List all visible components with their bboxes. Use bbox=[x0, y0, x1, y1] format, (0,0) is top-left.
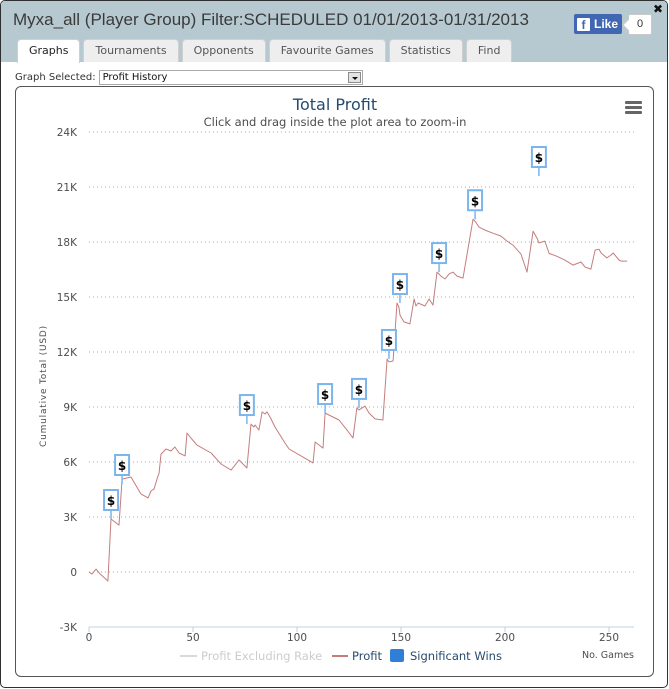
flag-box bbox=[467, 189, 484, 212]
dollar-icon: $ bbox=[535, 151, 543, 165]
x-tick-label: 50 bbox=[186, 632, 199, 644]
title-bar: Myxa_all (Player Group) Filter:SCHEDULED… bbox=[1, 1, 667, 63]
flag-box bbox=[431, 242, 448, 265]
x-tick-label: 100 bbox=[287, 632, 307, 644]
facebook-like-count: 0 bbox=[628, 14, 652, 35]
chart-title: Total Profit bbox=[292, 95, 377, 114]
tab-statistics[interactable]: Statistics bbox=[388, 39, 463, 62]
dollar-icon: $ bbox=[321, 388, 329, 402]
dollar-icon: $ bbox=[435, 247, 443, 261]
tab-tournaments[interactable]: Tournaments bbox=[83, 39, 179, 62]
significant-wins-flags: $ $ $ $ $ $ $ $ $ $ bbox=[103, 146, 547, 520]
x-tick-label: 250 bbox=[599, 632, 619, 644]
dollar-icon: $ bbox=[385, 334, 393, 348]
flag-box bbox=[317, 383, 334, 406]
y-tick-label: 12K bbox=[57, 347, 78, 359]
facebook-like-label: Like bbox=[594, 17, 619, 31]
window-title: Myxa_all (Player Group) Filter:SCHEDULED… bbox=[13, 10, 529, 29]
significant-win-flag[interactable]: $ bbox=[467, 189, 484, 220]
dropdown-arrow-icon[interactable] bbox=[347, 72, 361, 83]
dollar-icon: $ bbox=[471, 194, 479, 208]
x-tick-label: 200 bbox=[495, 632, 515, 644]
graph-select-dropdown[interactable]: Profit History bbox=[98, 70, 363, 85]
y-tick-label: -3K bbox=[60, 622, 78, 634]
tab-bar: Graphs Tournaments Opponents Favourite G… bbox=[17, 39, 513, 63]
significant-win-flag[interactable]: $ bbox=[530, 146, 547, 176]
hamburger-menu-icon[interactable] bbox=[625, 101, 642, 114]
legend-significant-wins-swatch bbox=[390, 649, 404, 662]
significant-win-flag[interactable]: $ bbox=[238, 394, 255, 425]
graph-select-value: Profit History bbox=[102, 72, 168, 83]
y-tick-label: 0 bbox=[70, 567, 77, 579]
tab-opponents[interactable]: Opponents bbox=[181, 39, 266, 62]
tab-find[interactable]: Find bbox=[465, 39, 513, 62]
x-tick-label: 150 bbox=[391, 632, 411, 644]
flag-box bbox=[114, 454, 131, 476]
dollar-icon: $ bbox=[355, 383, 363, 397]
y-axis-ticks: -3K 0 3K 6K 9K 12K 15K 18K 21K 24K bbox=[57, 127, 78, 634]
flag-box bbox=[391, 273, 408, 296]
significant-win-flag[interactable]: $ bbox=[317, 383, 334, 414]
flag-box bbox=[350, 377, 367, 400]
legend: Profit Excluding Rake Profit Significant… bbox=[180, 649, 502, 663]
dollar-icon: $ bbox=[107, 494, 115, 508]
chart-panel bbox=[15, 86, 654, 677]
flag-box bbox=[530, 146, 547, 168]
y-tick-label: 9K bbox=[63, 402, 78, 414]
tab-graphs[interactable]: Graphs bbox=[17, 39, 81, 63]
tab-favourite-games[interactable]: Favourite Games bbox=[268, 39, 386, 62]
significant-win-flag[interactable]: $ bbox=[380, 328, 397, 359]
dollar-icon: $ bbox=[243, 399, 251, 413]
flag-box bbox=[238, 394, 255, 417]
profit-series bbox=[88, 218, 628, 582]
significant-win-flag[interactable]: $ bbox=[431, 242, 448, 273]
significant-win-flag[interactable]: $ bbox=[103, 489, 120, 520]
y-axis-label: Cumulative Total (USD) bbox=[39, 325, 49, 447]
graph-select-label: Graph Selected: bbox=[15, 72, 96, 83]
facebook-like-button[interactable]: f Like bbox=[574, 14, 622, 34]
profit-line bbox=[88, 218, 628, 582]
legend-profit-excl-rake[interactable]: Profit Excluding Rake bbox=[201, 649, 322, 663]
chart-subtitle: Click and drag inside the plot area to z… bbox=[204, 115, 467, 129]
dollar-icon: $ bbox=[396, 278, 404, 292]
close-x-icon[interactable]: ✖ bbox=[652, 2, 663, 16]
y-tick-label: 3K bbox=[63, 512, 78, 524]
legend-profit[interactable]: Profit bbox=[352, 649, 382, 663]
y-tick-label: 21K bbox=[57, 182, 78, 194]
significant-win-flag[interactable]: $ bbox=[114, 454, 131, 484]
graph-select-row: Graph Selected: Profit History bbox=[15, 70, 363, 85]
significant-win-flag[interactable]: $ bbox=[391, 273, 408, 304]
y-tick-label: 15K bbox=[57, 292, 78, 304]
dollar-icon: $ bbox=[118, 459, 126, 473]
significant-win-flag[interactable]: $ bbox=[350, 377, 367, 408]
y-tick-label: 24K bbox=[57, 127, 78, 139]
y-tick-label: 18K bbox=[57, 237, 78, 249]
facebook-f-icon: f bbox=[577, 17, 590, 32]
x-tick-label: 0 bbox=[86, 632, 93, 644]
x-axis-label: No. Games bbox=[582, 650, 634, 661]
legend-significant-wins[interactable]: Significant Wins bbox=[410, 649, 502, 663]
grid-lines bbox=[89, 131, 634, 628]
x-axis-ticks: 0 50 100 150 200 250 bbox=[86, 627, 619, 644]
y-tick-label: 6K bbox=[63, 457, 78, 469]
flag-box bbox=[380, 328, 397, 351]
flag-box bbox=[103, 489, 120, 512]
